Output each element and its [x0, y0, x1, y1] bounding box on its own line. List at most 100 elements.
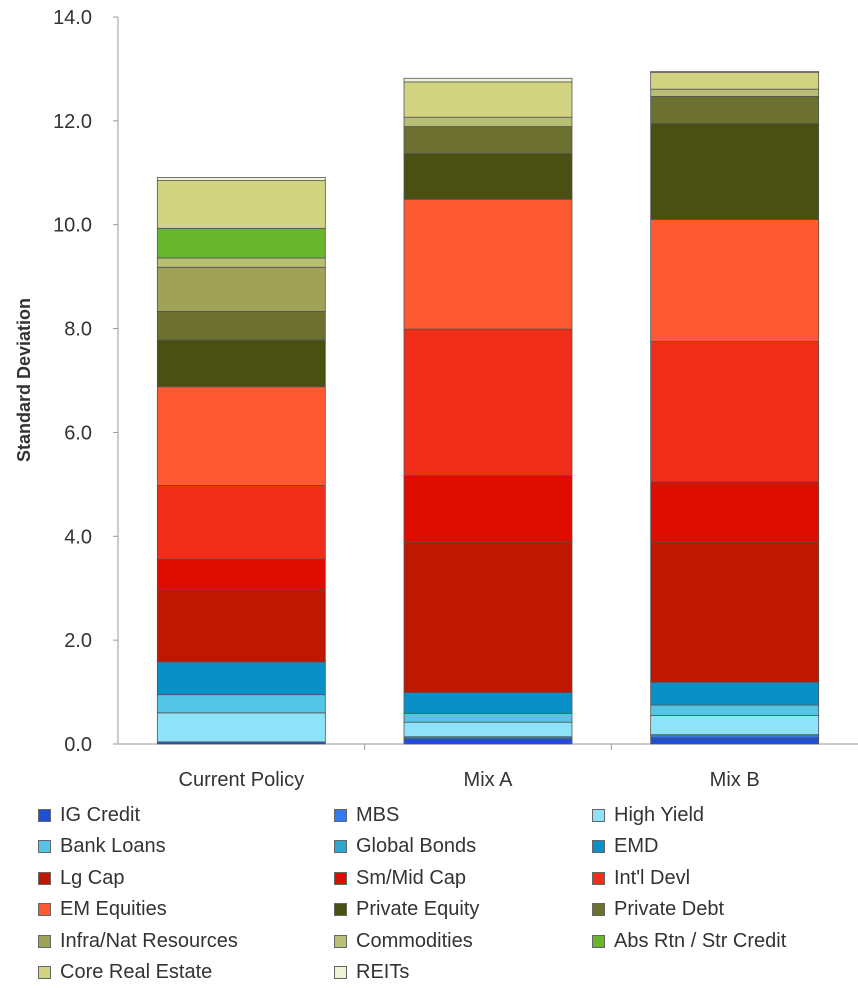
- legend-swatch: [592, 903, 605, 916]
- bar-segment-bank-loans-mix-a: [403, 712, 573, 723]
- bar-segment-sm-mid-cap-current-policy: [156, 558, 326, 590]
- legend-label: MBS: [356, 803, 400, 826]
- y-tick-label: 4.0: [64, 526, 92, 548]
- bar-segment-private-debt-mix-a: [403, 126, 573, 154]
- legend-label: Private Debt: [614, 898, 725, 920]
- legend-item: Private Equity: [334, 895, 479, 925]
- bar-segment-em-equities-mix-a: [403, 198, 573, 330]
- y-tick-label: 14.0: [53, 7, 92, 29]
- legend-item: Infra/Nat Resources: [38, 926, 238, 956]
- bar-segment-lg-cap-mix-a: [403, 541, 573, 693]
- legend-label: REITs: [356, 961, 410, 983]
- legend-swatch: [38, 871, 51, 885]
- bar-segment-bank-loans-current-policy: [156, 694, 326, 714]
- y-tick-label: 12.0: [53, 111, 92, 133]
- bar-segment-private-equity-mix-b: [650, 123, 820, 220]
- legend-item: MBS: [334, 800, 399, 830]
- x-category-label: Mix B: [710, 769, 760, 791]
- legend-swatch: [334, 808, 347, 822]
- legend-swatch: [592, 808, 605, 822]
- x-category-label: Current Policy: [179, 769, 305, 791]
- bar-segment-abs-rtn-str-credit-current-policy: [156, 227, 326, 259]
- bar-segment-mbs-mix-b: [650, 734, 820, 739]
- legend-label: Int'l Devl: [614, 866, 691, 889]
- legend-label: Core Real Estate: [60, 961, 213, 983]
- legend-item: High Yield: [592, 800, 704, 830]
- legend-label: Commodities: [356, 929, 473, 952]
- bar-segment-ig-credit-mix-a: [403, 738, 573, 745]
- legend-swatch: [592, 840, 605, 853]
- legend-item: EM Equities: [38, 895, 167, 925]
- bar-segment-int-l-devl-mix-a: [403, 328, 573, 476]
- legend-swatch: [334, 934, 347, 948]
- legend-label: Private Equity: [356, 898, 480, 920]
- bar-segment-high-yield-current-policy: [156, 712, 326, 743]
- legend-label: EMD: [614, 835, 659, 857]
- legend-label: IG Credit: [60, 803, 141, 826]
- y-tick-label: 0.0: [64, 734, 92, 756]
- legend-swatch: [38, 934, 51, 948]
- bar-segment-emd-mix-a: [403, 692, 573, 714]
- legend-swatch: [38, 966, 51, 979]
- legend-item: Private Debt: [592, 895, 724, 925]
- legend-label: Lg Cap: [60, 866, 125, 889]
- legend-swatch: [334, 966, 347, 979]
- bar-segment-reits-mix-b: [650, 71, 820, 73]
- legend-label: Bank Loans: [60, 835, 166, 857]
- legend-label: High Yield: [614, 803, 705, 826]
- bar-segment-emd-mix-b: [650, 681, 820, 706]
- y-tick-label: 8.0: [64, 319, 92, 341]
- legend-item: Commodities: [334, 926, 473, 956]
- bar-segment-core-real-estate-mix-b: [650, 72, 820, 90]
- x-category-label: Mix A: [464, 769, 514, 791]
- bar-segment-commodities-current-policy: [156, 257, 326, 268]
- bar-segment-core-real-estate-current-policy: [156, 180, 326, 229]
- legend-item: Global Bonds: [334, 832, 476, 862]
- bar-segment-int-l-devl-mix-b: [650, 341, 820, 483]
- legend-label: EM Equities: [60, 898, 167, 920]
- y-axis-labels: 0.0 2.0 4.0 6.0 8.0 10.0 12.0 14.0: [53, 7, 92, 756]
- legend-item: Abs Rtn / Str Credit: [592, 926, 786, 956]
- bar-segment-private-equity-mix-a: [403, 153, 573, 200]
- legend-item: EMD: [592, 832, 658, 862]
- legend-item: REITs: [334, 958, 409, 988]
- x-axis-labels: Current Policy Mix A Mix B: [179, 769, 760, 791]
- legend-swatch: [334, 871, 347, 885]
- bar-segment-ig-credit-mix-b: [650, 737, 820, 745]
- legend-swatch: [334, 903, 347, 916]
- legend-swatch: [38, 903, 51, 916]
- legend-label: Infra/Nat Resources: [60, 929, 238, 952]
- legend-item: Int'l Devl: [592, 863, 690, 893]
- bar-segment-private-equity-current-policy: [156, 339, 326, 388]
- bar-segment-lg-cap-mix-b: [650, 541, 820, 683]
- bar-segment-bank-loans-mix-b: [650, 704, 820, 716]
- y-tick-label: 2.0: [64, 630, 92, 652]
- legend-item: Sm/Mid Cap: [334, 863, 466, 893]
- legend-swatch: [592, 871, 605, 885]
- bar-segment-private-debt-mix-b: [650, 96, 820, 124]
- bar-segment-infra-nat-resources-current-policy: [156, 266, 326, 312]
- bar-segment-sm-mid-cap-mix-b: [650, 481, 820, 543]
- bar-segment-high-yield-mix-a: [403, 721, 573, 738]
- legend-item: IG Credit: [38, 800, 140, 830]
- legend-swatch: [38, 840, 51, 853]
- legend-item: Lg Cap: [38, 863, 125, 893]
- bar-segment-sm-mid-cap-mix-a: [403, 475, 573, 543]
- legend-label: Sm/Mid Cap: [356, 866, 467, 889]
- legend-label: Abs Rtn / Str Credit: [614, 929, 787, 952]
- bar-segment-emd-current-policy: [156, 661, 326, 696]
- bar-segment-high-yield-mix-b: [650, 715, 820, 736]
- y-axis-title: Standard Deviation: [14, 298, 34, 462]
- chart-bars: [156, 71, 820, 745]
- legend-swatch: [334, 840, 347, 853]
- bar-segment-private-debt-current-policy: [156, 311, 326, 341]
- legend-label: Global Bonds: [356, 835, 477, 857]
- bar-segment-int-l-devl-current-policy: [156, 484, 326, 560]
- bar-segment-core-real-estate-mix-a: [403, 81, 573, 118]
- bar-segment-em-equities-current-policy: [156, 386, 326, 486]
- bar-segment-reits-current-policy: [156, 177, 326, 181]
- bar-segment-commodities-mix-a: [403, 116, 573, 127]
- legend-item: Core Real Estate: [38, 958, 212, 988]
- legend-item: Bank Loans: [38, 832, 166, 862]
- stacked-bar-chart: Current Policy Mix A Mix B 0.0 2.0 4.0 6.0 8.0…: [14, 7, 858, 791]
